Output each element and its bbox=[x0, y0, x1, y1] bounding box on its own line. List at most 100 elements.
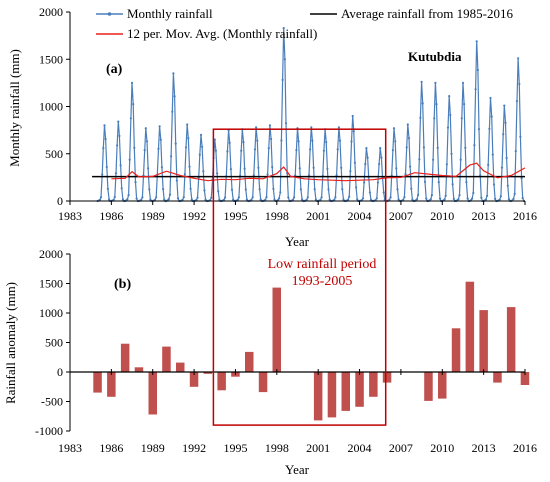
anomaly-bar bbox=[134, 367, 144, 372]
monthly-rainfall-point bbox=[449, 113, 452, 117]
monthly-rainfall-point bbox=[272, 187, 275, 190]
monthly-rainfall-point bbox=[517, 57, 520, 60]
monthly-rainfall-point bbox=[183, 173, 186, 176]
anomaly-bar bbox=[162, 346, 171, 372]
monthly-rainfall-point bbox=[112, 198, 115, 201]
monthly-rainfall-point bbox=[187, 137, 190, 140]
monthly-rainfall-point bbox=[352, 130, 355, 133]
monthly-rainfall-point bbox=[459, 158, 462, 161]
monthly-rainfall-point bbox=[492, 183, 496, 186]
monthly-rainfall-point bbox=[410, 187, 413, 190]
monthly-rainfall-point bbox=[99, 196, 103, 199]
monthly-rainfall-point bbox=[117, 120, 120, 123]
monthly-rainfall-point bbox=[119, 164, 122, 167]
monthly-rainfall-point bbox=[224, 196, 227, 199]
anomaly-bar bbox=[493, 372, 502, 383]
monthly-rainfall-point bbox=[435, 103, 438, 106]
monthly-rainfall-point bbox=[480, 196, 483, 199]
monthly-rainfall-point bbox=[498, 198, 501, 201]
monthly-rainfall-point bbox=[382, 191, 385, 194]
monthly-rainfall-point bbox=[145, 140, 149, 143]
monthly-rainfall-point bbox=[375, 197, 378, 200]
monthly-rainfall-point bbox=[252, 174, 255, 177]
monthly-rainfall-point bbox=[404, 173, 407, 176]
panel-b-y-tick-label: 500 bbox=[45, 336, 63, 350]
monthly-rainfall-point bbox=[141, 196, 144, 199]
anomaly-bar bbox=[272, 287, 281, 372]
panel-a-y-tick-label: 500 bbox=[45, 147, 63, 161]
monthly-rainfall-point bbox=[293, 196, 296, 199]
monthly-rainfall-point bbox=[365, 147, 368, 150]
panel-b-x-tick-label: 1995 bbox=[223, 441, 247, 455]
monthly-rainfall-point bbox=[202, 170, 205, 173]
monthly-rainfall-point bbox=[500, 166, 504, 169]
legend-item-average: Average rainfall from 1985-2016 bbox=[310, 6, 513, 21]
anomaly-bar bbox=[424, 372, 433, 401]
monthly-rainfall-point bbox=[322, 149, 325, 152]
monthly-rainfall-point bbox=[120, 187, 123, 190]
monthly-rainfall-point bbox=[273, 198, 276, 201]
monthly-rainfall-point bbox=[465, 181, 468, 184]
monthly-rainfall-point bbox=[203, 189, 206, 192]
monthly-rainfall-point bbox=[171, 110, 174, 113]
anomaly-bar bbox=[451, 328, 461, 372]
monthly-rainfall-point bbox=[349, 170, 352, 173]
monthly-rainfall-point bbox=[488, 127, 491, 130]
monthly-rainfall-point bbox=[438, 197, 442, 200]
monthly-rainfall-point bbox=[419, 116, 422, 119]
panel-a-axes: 0 500 1000 1500 2000 1983 1986 1989 1992 1995 1998… bbox=[39, 5, 537, 223]
monthly-rainfall-point bbox=[196, 196, 199, 199]
monthly-rainfall-point bbox=[149, 198, 152, 201]
monthly-rainfall-point bbox=[490, 115, 493, 118]
monthly-rainfall-point bbox=[466, 197, 469, 200]
panel-b-label: (b) bbox=[114, 277, 131, 292]
low-rainfall-annotation-line2: 1993-2005 bbox=[292, 274, 353, 289]
legend-label-average: Average rainfall from 1985-2016 bbox=[341, 6, 513, 21]
monthly-rainfall-point bbox=[265, 196, 268, 199]
monthly-rainfall-point bbox=[174, 142, 177, 145]
monthly-rainfall-point bbox=[278, 197, 281, 200]
panel-b-y-tick-label: -1000 bbox=[35, 424, 63, 438]
monthly-rainfall-point bbox=[361, 197, 365, 200]
monthly-rainfall-point bbox=[433, 117, 436, 120]
monthly-rainfall-point bbox=[403, 196, 406, 199]
monthly-rainfall-point bbox=[378, 162, 381, 166]
monthly-rainfall-point bbox=[379, 147, 382, 150]
monthly-rainfall-point bbox=[432, 158, 435, 161]
monthly-rainfall-point bbox=[506, 184, 509, 187]
monthly-rainfall-point bbox=[450, 152, 453, 155]
monthly-rainfall-point bbox=[338, 139, 342, 142]
panel-b-x-tick-label: 2001 bbox=[306, 441, 330, 455]
monthly-rainfall-point bbox=[429, 198, 432, 201]
monthly-rainfall-point bbox=[307, 174, 311, 177]
monthly-rainfall-point bbox=[158, 125, 161, 128]
anomaly-bar bbox=[327, 372, 337, 418]
monthly-rainfall-point bbox=[458, 194, 461, 197]
monthly-rainfall-point bbox=[253, 148, 257, 151]
anomaly-bar bbox=[520, 372, 530, 385]
monthly-rainfall-point bbox=[518, 82, 521, 86]
monthly-rainfall-point bbox=[126, 198, 129, 201]
panel-b-y-tick-label: 2000 bbox=[39, 247, 63, 261]
monthly-rainfall-point bbox=[222, 198, 226, 201]
monthly-rainfall-point bbox=[128, 158, 131, 161]
panel-a-y-tick-label: 0 bbox=[57, 194, 63, 208]
anomaly-bar bbox=[369, 372, 378, 397]
monthly-rainfall-point bbox=[188, 165, 191, 168]
monthly-rainfall-point bbox=[445, 163, 448, 166]
monthly-rainfall-point bbox=[502, 133, 505, 136]
monthly-rainfall-point bbox=[366, 156, 369, 159]
monthly-rainfall-point bbox=[299, 188, 302, 191]
monthly-rainfall-point bbox=[491, 153, 494, 156]
panel-a-x-tick-label: 2010 bbox=[430, 209, 454, 223]
monthly-rainfall-point bbox=[181, 198, 184, 201]
monthly-rainfall-point bbox=[176, 197, 180, 200]
monthly-rainfall-point bbox=[348, 195, 351, 198]
monthly-rainfall-point bbox=[271, 165, 274, 169]
monthly-rainfall-point bbox=[250, 198, 253, 201]
anomaly-bar bbox=[107, 372, 116, 397]
panel-a-x-tick-label: 2016 bbox=[513, 209, 537, 223]
legend-label-monthly: Monthly rainfall bbox=[127, 6, 213, 21]
monthly-rainfall-point bbox=[376, 181, 379, 184]
panel-a-x-tick-label: 2001 bbox=[306, 209, 330, 223]
